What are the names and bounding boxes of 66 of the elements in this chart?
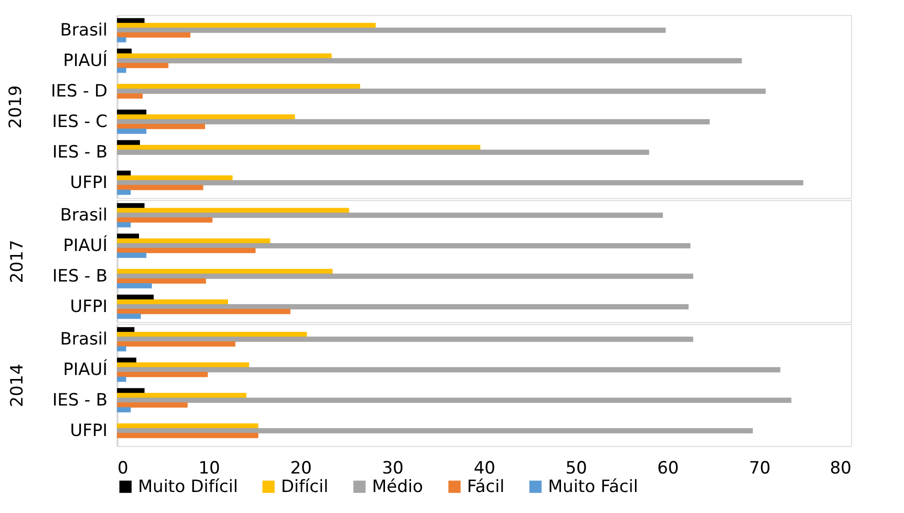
bar: [117, 308, 290, 314]
y-tick-label: Brasil: [60, 20, 108, 40]
bar: [117, 243, 690, 248]
bar: [117, 248, 256, 254]
bar: [117, 110, 146, 115]
legend-label: Difícil: [281, 476, 328, 497]
bar: [117, 190, 131, 195]
bar: [117, 294, 154, 300]
bar: [117, 170, 131, 176]
bar: [117, 304, 689, 310]
bar: [117, 184, 204, 190]
bar: [117, 314, 141, 319]
x-tick-label: 30: [382, 458, 404, 478]
bar: [117, 252, 146, 258]
bar: [117, 18, 145, 24]
legend-label: Fácil: [467, 476, 504, 497]
x-tick-label: 70: [748, 458, 771, 478]
y-tick-label: Brasil: [60, 205, 108, 226]
bar: [117, 88, 766, 94]
y-axis-title: 2014: [7, 364, 28, 408]
bar: [117, 58, 742, 64]
y-tick-label: IES - D: [50, 81, 108, 102]
bar: [117, 32, 190, 38]
bar: [117, 234, 140, 239]
bar: [117, 222, 131, 228]
y-tick-label: PIAUÍ: [63, 50, 108, 71]
y-tick-label: UFPI: [70, 172, 108, 193]
y-tick-label: IES - B: [52, 266, 108, 286]
bar: [117, 278, 206, 284]
bar: [117, 283, 152, 288]
x-tick-label: 80: [830, 458, 852, 478]
y-axis-title: 2017: [7, 240, 28, 284]
y-tick-label: Brasil: [60, 329, 108, 350]
bar: [117, 150, 650, 155]
x-tick-label: 60: [657, 458, 679, 478]
bar: [117, 62, 168, 68]
bar: [117, 140, 140, 146]
y-tick-label: UFPI: [70, 296, 108, 317]
bar: [117, 119, 710, 124]
bar: [117, 203, 145, 208]
bar: [117, 48, 132, 54]
legend-label: Médio: [372, 476, 424, 497]
bar: [117, 212, 663, 218]
y-tick-label: IES - C: [52, 112, 108, 132]
x-tick-label: 0: [118, 458, 128, 478]
y-tick-label: PIAUÍ: [63, 234, 108, 256]
bar: [117, 128, 146, 134]
bar: [117, 180, 804, 186]
y-tick-label: IES - B: [52, 142, 108, 162]
y-tick-label: UFPI: [70, 420, 108, 441]
legend-label: Muito Difícil: [138, 476, 238, 497]
x-tick-label: 50: [565, 458, 588, 478]
x-tick-label: 20: [290, 458, 312, 478]
y-tick-label: PIAUÍ: [63, 358, 108, 380]
bar: [117, 68, 126, 73]
bar: [117, 274, 694, 279]
bar: [117, 93, 143, 99]
bar: [117, 124, 206, 130]
x-tick-label: 10: [198, 458, 220, 478]
bar: [117, 37, 126, 42]
x-tick-label: 40: [474, 458, 496, 478]
bar: [117, 28, 666, 33]
bar: [117, 217, 212, 223]
y-axis-title: 2019: [6, 85, 26, 129]
y-tick-label: IES - B: [52, 390, 108, 410]
legend-label: Muito Fácil: [548, 476, 638, 497]
